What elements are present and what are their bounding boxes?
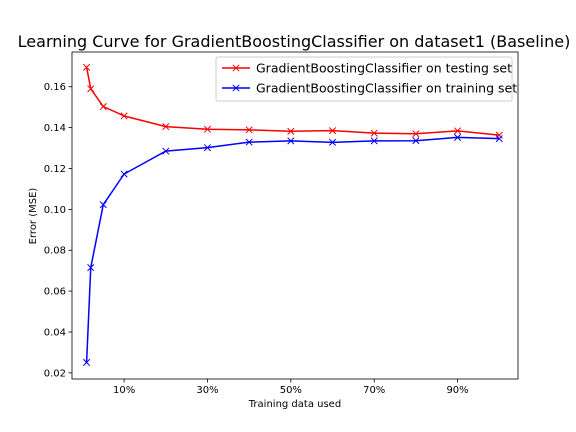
plot-area <box>71 51 519 380</box>
data-point-testing <box>454 127 462 135</box>
data-point-testing <box>370 129 378 137</box>
data-point-testing <box>412 130 420 138</box>
legend-item-testing: GradientBoostingClassifier on testing se… <box>222 61 512 76</box>
data-point-testing <box>83 63 91 71</box>
legend: GradientBoostingClassifier on testing se… <box>215 56 517 102</box>
data-point-training <box>370 137 378 145</box>
y-tick-label: 0.08 <box>44 246 66 257</box>
y-tick-label: 0.06 <box>44 287 66 298</box>
data-point-testing <box>87 85 95 93</box>
x-axis-ticks: 10% 30% 50% 70% 90% <box>113 379 469 396</box>
data-point-testing <box>495 131 503 139</box>
data-point-training <box>328 138 337 146</box>
x-tick-label: 70% <box>363 385 385 396</box>
data-point-testing <box>328 127 337 135</box>
y-tick-label: 0.02 <box>44 368 66 379</box>
x-tick-label: 30% <box>196 385 218 396</box>
data-point-training <box>120 170 128 178</box>
legend-label: GradientBoostingClassifier on training s… <box>256 81 517 96</box>
data-point-training <box>87 264 95 272</box>
x-axis-label: Training data used <box>248 399 341 410</box>
data-point-training <box>245 138 253 146</box>
y-tick-label: 0.14 <box>44 123 66 134</box>
y-tick-label: 0.04 <box>44 327 66 338</box>
legend-label: GradientBoostingClassifier on testing se… <box>256 61 512 76</box>
y-axis-ticks: 0.02 0.04 0.06 0.08 0.10 0.12 0.14 0.16 <box>44 82 72 379</box>
legend-item-training: GradientBoostingClassifier on training s… <box>222 81 517 96</box>
data-point-training <box>162 147 170 155</box>
data-point-testing <box>287 127 295 135</box>
data-point-training <box>99 201 107 209</box>
series-layer <box>83 63 503 366</box>
data-point-training <box>287 137 295 145</box>
y-tick-label: 0.12 <box>44 164 66 175</box>
y-tick-label: 0.16 <box>44 82 66 93</box>
legend-items: GradientBoostingClassifier on testing se… <box>222 61 517 96</box>
data-point-testing <box>245 126 253 134</box>
data-point-testing <box>162 123 170 131</box>
data-point-training <box>454 133 462 141</box>
legend-frame <box>215 56 513 102</box>
data-point-training <box>83 358 91 366</box>
data-point-testing <box>120 112 128 120</box>
data-point-training <box>495 135 503 143</box>
data-point-training <box>203 144 212 152</box>
x-tick-label: 10% <box>113 385 135 396</box>
y-axis-label: Error (MSE) <box>28 188 39 245</box>
x-tick-label: 50% <box>280 385 302 396</box>
x-tick-label: 90% <box>446 385 468 396</box>
data-point-testing <box>203 125 212 133</box>
data-point-testing <box>99 103 107 111</box>
chart-title: Learning Curve for GradientBoostingClass… <box>18 32 571 51</box>
y-tick-label: 0.10 <box>44 205 66 216</box>
data-point-training <box>412 137 420 145</box>
